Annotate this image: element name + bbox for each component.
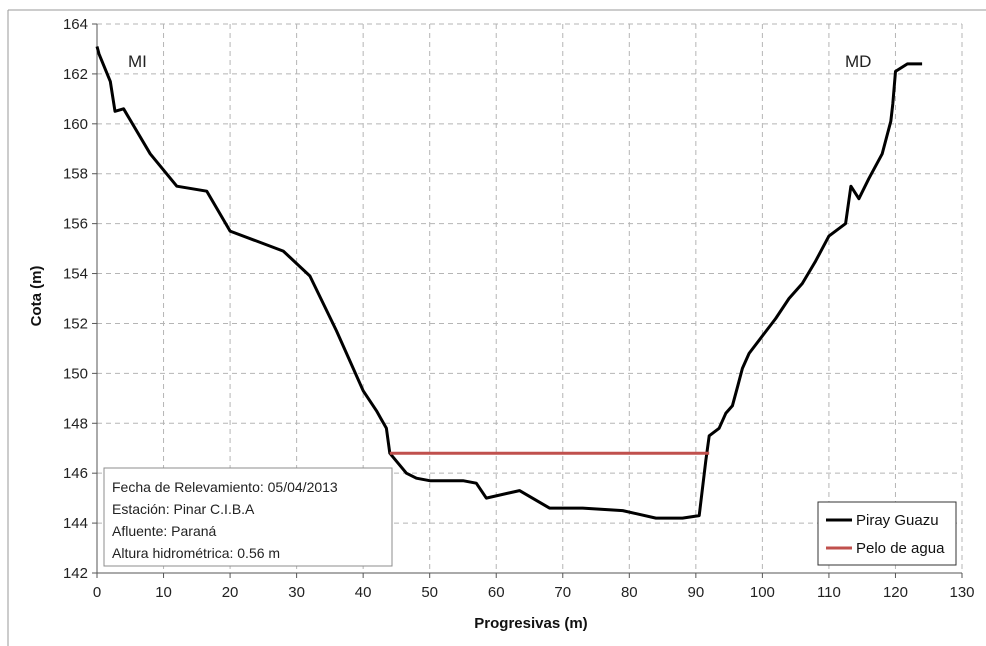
info-box-frame (103, 467, 393, 567)
x-tick-label-4: 40 (355, 584, 372, 601)
info-fecha: Fecha de Relevamiento: 05/04/2013 (112, 479, 338, 495)
info-afluente: Afluente: Paraná (112, 523, 217, 539)
x-tick-label-6: 60 (488, 584, 505, 601)
left-bank-label: MI (128, 52, 147, 71)
x-tick-label-1: 10 (155, 584, 172, 601)
y-tick-label-11: 164 (63, 16, 88, 33)
y-tick-label-1: 144 (63, 515, 88, 532)
y-tick-label-2: 146 (63, 465, 88, 482)
series-line-0 (95, 46, 923, 520)
series-lines (95, 46, 923, 520)
x-tick-label-3: 30 (288, 584, 305, 601)
x-tick-label-0: 0 (93, 584, 101, 601)
info-box: Fecha de Relevamiento: 05/04/2013 Estaci… (103, 467, 393, 567)
x-tick-label-2: 20 (222, 584, 239, 601)
right-bank-label: MD (845, 52, 871, 71)
x-tick-label-11: 110 (817, 584, 841, 601)
y-tick-label-7: 156 (63, 216, 88, 233)
y-axis-title: Cota (m) (28, 266, 45, 327)
axes (92, 23, 963, 578)
y-tick-label-6: 154 (63, 266, 88, 283)
y-tick-label-4: 150 (63, 365, 88, 382)
x-tick-label-5: 50 (421, 584, 438, 601)
legend-label-piray-guazu: Piray Guazu (856, 512, 939, 529)
y-tick-label-3: 148 (63, 415, 88, 432)
x-tick-label-13: 130 (949, 584, 974, 601)
legend: Piray Guazu Pelo de agua (817, 501, 957, 566)
x-tick-label-7: 70 (554, 584, 571, 601)
x-tick-label-10: 100 (750, 584, 775, 601)
y-tick-label-0: 142 (63, 565, 88, 582)
legend-label-pelo-de-agua: Pelo de agua (856, 540, 945, 557)
y-tick-label-5: 152 (63, 315, 88, 332)
y-tick-label-8: 158 (63, 166, 88, 183)
y-tick-label-10: 162 (63, 66, 88, 83)
tick-labels: 0 10 20 30 40 50 60 70 80 90 100 110 120 130 142 144 146… (63, 16, 975, 601)
legend-frame (817, 501, 957, 566)
x-axis-title: Progresivas (m) (474, 615, 587, 632)
x-tick-label-8: 80 (621, 584, 638, 601)
x-tick-label-12: 120 (883, 584, 908, 601)
info-altura: Altura hidrométrica: 0.56 m (112, 545, 280, 561)
x-tick-label-9: 90 (688, 584, 705, 601)
info-estacion: Estación: Pinar C.I.B.A (112, 501, 255, 517)
y-tick-label-9: 160 (63, 116, 88, 133)
